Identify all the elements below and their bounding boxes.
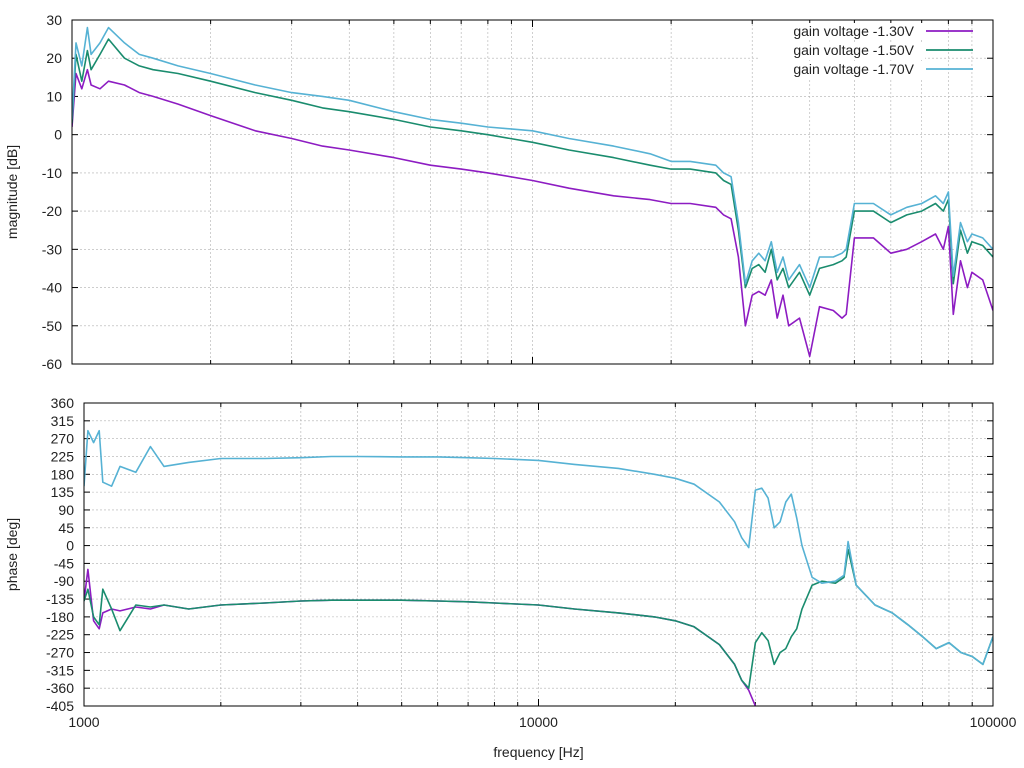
phase-x-tick-label: 10000 <box>519 714 558 730</box>
magnitude-y-tick-label: 30 <box>46 12 62 28</box>
phase-series-1-line <box>84 568 757 706</box>
phase-y-tick-label: -135 <box>46 591 74 607</box>
legend-bg <box>760 61 925 78</box>
phase-y-tick-label: -360 <box>46 680 74 696</box>
phase-y-tick-label: -90 <box>54 573 74 589</box>
phase-y-tick-label: -45 <box>54 555 74 571</box>
phase-series-3-line <box>84 429 993 666</box>
phase-x-tick-label: 1000 <box>68 714 99 730</box>
magnitude-grid <box>72 20 993 364</box>
magnitude-y-tick-label: -30 <box>42 241 62 257</box>
phase-y-tick-label: 0 <box>66 538 74 554</box>
magnitude-y-tick-label: -50 <box>42 318 62 334</box>
magnitude-plot-frame <box>71 19 994 365</box>
phase-ticks <box>83 402 993 707</box>
phase-x-axis-label: frequency [Hz] <box>493 744 583 760</box>
phase-grid <box>84 403 993 706</box>
magnitude-y-tick-label: 20 <box>46 50 62 66</box>
phase-y-tick-label: 225 <box>51 448 75 464</box>
magnitude-y-tick-label: -10 <box>42 165 62 181</box>
legend-label: gain voltage -1.70V <box>793 61 914 77</box>
phase-y-tick-label: 45 <box>58 520 74 536</box>
legend-label: gain voltage -1.50V <box>793 42 914 58</box>
legend-bg <box>760 23 925 40</box>
magnitude-panel: 30 20 10 0 -10 -20 -30 -40 -50 -60 magnitude [dB] g… <box>4 12 994 372</box>
phase-plot-frame <box>83 402 994 707</box>
magnitude-series-2-line <box>72 38 993 296</box>
magnitude-y-tick-label: -20 <box>42 203 62 219</box>
phase-y-tick-label: 135 <box>51 484 75 500</box>
phase-y-tick-label: 315 <box>51 413 75 429</box>
phase-y-tick-label: -225 <box>46 627 74 643</box>
phase-y-tick-label: -315 <box>46 662 74 678</box>
phase-series-group <box>84 429 993 706</box>
magnitude-y-tick-label: -60 <box>42 356 62 372</box>
phase-y-axis-label: phase [deg] <box>4 518 20 591</box>
phase-y-tick-label: 90 <box>58 502 74 518</box>
legend-label: gain voltage -1.30V <box>793 23 914 39</box>
phase-y-tick-label: 360 <box>51 395 75 411</box>
magnitude-y-tick-label: 10 <box>46 88 62 104</box>
magnitude-series-3-line <box>72 26 993 289</box>
magnitude-y-tick-label: 0 <box>54 127 62 143</box>
phase-y-tick-label: -405 <box>46 698 74 714</box>
phase-x-tick-label: 100000 <box>970 714 1017 730</box>
phase-y-tick-label: 180 <box>51 466 75 482</box>
phase-y-tick-label: -270 <box>46 645 74 661</box>
magnitude-y-tick-label: -40 <box>42 280 62 296</box>
magnitude-series-1-line <box>72 68 993 358</box>
phase-y-tick-label: -180 <box>46 609 74 625</box>
legend: gain voltage -1.30V gain voltage -1.50V ga… <box>760 23 973 78</box>
legend-bg <box>760 42 925 59</box>
phase-y-tick-label: 270 <box>51 431 75 447</box>
magnitude-series-group <box>72 26 993 358</box>
magnitude-y-axis-label: magnitude [dB] <box>4 145 20 239</box>
